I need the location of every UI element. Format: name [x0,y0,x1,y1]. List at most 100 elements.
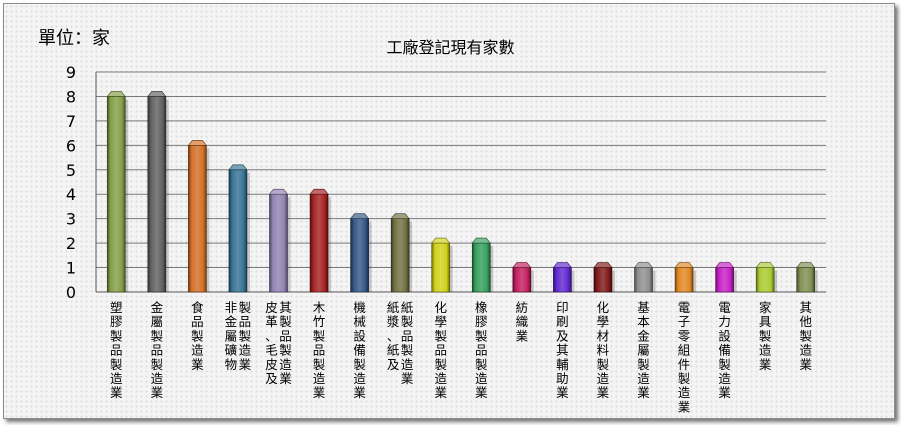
bar [390,213,413,293]
svg-text:業: 業 [353,385,366,400]
svg-text:業: 業 [401,371,414,386]
bar [309,188,332,293]
svg-text:製: 製 [401,314,414,329]
svg-text:業: 業 [759,357,772,372]
svg-text:業: 業 [434,385,447,400]
category-label: 紡織業 [516,300,529,343]
svg-text:力: 力 [718,314,731,329]
bar-body [796,267,816,293]
bar [633,262,656,293]
svg-text:紙: 紙 [401,300,414,315]
svg-text:業: 業 [279,371,292,386]
svg-text:製: 製 [151,357,164,372]
svg-text:製: 製 [279,343,292,358]
bar-body [106,96,126,293]
svg-text:其: 其 [279,300,292,315]
svg-text:化: 化 [597,300,610,315]
y-tick-label: 5 [66,161,76,180]
svg-text:製: 製 [151,328,164,343]
bar-cap [755,262,775,268]
bar [552,262,575,293]
bar [674,262,697,293]
svg-text:械: 械 [353,314,366,329]
bar-body [512,267,532,293]
svg-text:、: 、 [265,328,278,343]
bar [349,213,372,293]
y-tick-label: 1 [66,259,76,278]
svg-text:非: 非 [225,300,238,315]
bars [106,91,818,293]
svg-text:屬: 屬 [637,343,650,358]
svg-text:其: 其 [556,343,569,358]
svg-text:助: 助 [556,371,569,386]
svg-text:皮: 皮 [265,300,278,315]
svg-text:設: 設 [718,328,731,343]
svg-text:金: 金 [637,328,650,343]
svg-text:造: 造 [718,371,731,386]
svg-text:品: 品 [401,328,414,343]
bar-cap [796,262,816,268]
svg-text:及: 及 [265,371,278,386]
svg-text:製: 製 [718,357,731,372]
y-tick-labels: 0 1 2 3 4 5 6 7 8 9 [66,63,76,302]
svg-text:印: 印 [556,300,569,315]
bar [755,262,778,293]
svg-text:紡: 紡 [516,300,529,315]
chart-frame [3,3,895,419]
svg-text:家: 家 [759,300,772,315]
svg-text:膠: 膠 [110,314,123,329]
bar-cap [309,188,329,195]
svg-text:製: 製 [475,328,488,343]
svg-text:製: 製 [597,357,610,372]
svg-text:織: 織 [516,314,529,329]
svg-text:塑: 塑 [110,300,123,315]
svg-text:礦: 礦 [225,343,238,358]
svg-text:屬: 屬 [151,314,164,329]
svg-text:零: 零 [678,328,691,343]
bar-body [228,169,248,293]
svg-text:品: 品 [434,343,447,358]
svg-text:及: 及 [556,328,569,343]
bar-cap [228,164,248,171]
svg-text:業: 業 [597,385,610,400]
y-tick-label: 2 [66,234,76,253]
svg-text:業: 業 [556,385,569,400]
bar-cap [714,262,735,268]
y-tick-label: 6 [66,136,76,155]
svg-text:本: 本 [637,314,650,329]
svg-text:製: 製 [799,328,812,343]
svg-text:機: 機 [353,300,366,315]
y-tick-label: 0 [66,283,76,302]
y-tick-label: 3 [66,210,76,229]
svg-text:業: 業 [475,385,488,400]
svg-text:業: 業 [637,385,650,400]
svg-text:業: 業 [516,328,529,343]
y-tick-label: 9 [66,63,76,82]
bar [187,140,210,293]
svg-text:輔: 輔 [556,357,569,372]
svg-text:造: 造 [597,371,610,386]
svg-text:製: 製 [279,314,292,329]
svg-text:品: 品 [191,314,204,329]
unit-label: 單位：家 [38,28,110,49]
svg-text:品: 品 [239,314,252,329]
svg-text:製: 製 [191,328,204,343]
bar-cap [512,262,532,268]
svg-text:業: 業 [239,357,252,372]
svg-text:竹: 竹 [313,314,326,329]
bar-cap [268,188,289,195]
bar [431,237,453,293]
svg-text:件: 件 [678,357,691,372]
svg-text:物: 物 [225,357,238,372]
svg-text:造: 造 [151,371,164,386]
bar-body [350,218,369,293]
